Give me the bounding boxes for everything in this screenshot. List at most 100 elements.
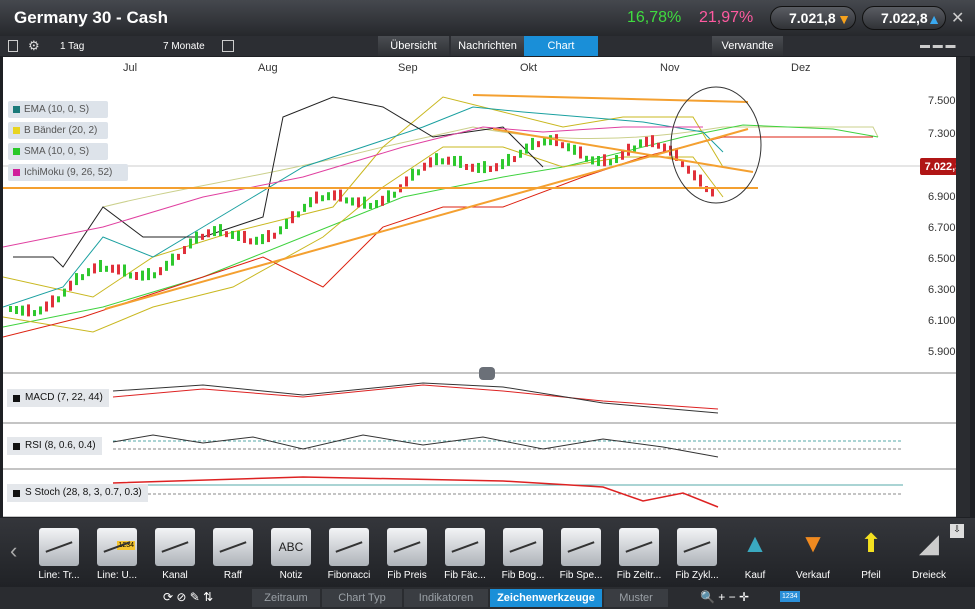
bottom-icons[interactable]: ⟳ ⊘ ✎ ⇅ [163, 590, 214, 604]
tool-icon-line [393, 541, 421, 553]
ask-price: 7.022,8 [881, 10, 928, 26]
tool-icon-line [335, 541, 363, 553]
tool[interactable]: ▲ Kauf [726, 528, 784, 581]
tab[interactable]: Nachrichten [451, 36, 524, 56]
tool[interactable]: ⬆ Pfeil [842, 528, 900, 581]
candle [117, 264, 120, 275]
candle [597, 155, 600, 166]
panel-label: S Stoch (28, 8, 3, 0.7, 0.3) [7, 484, 148, 502]
legend-label: B Bänder (20, 2) [24, 125, 98, 136]
candle [57, 296, 60, 303]
drawing-tools: ‹ Line: Tr... 1234 Line: U... Kanal Raff ABC N… [0, 518, 975, 587]
macd-signal [112, 384, 719, 410]
candle [639, 139, 642, 148]
ask-button[interactable]: 7.022,8 ▲ [862, 6, 946, 30]
price-label: 6.100,0 [928, 315, 965, 327]
candle [429, 157, 432, 168]
candle [537, 141, 540, 148]
tool[interactable]: Raff [204, 528, 262, 581]
legend-item: SMA (10, 0, S) [8, 143, 108, 160]
current-price: 7.022,3 [925, 161, 962, 173]
candle [345, 197, 348, 204]
candle [51, 295, 54, 308]
scrollbar[interactable] [956, 57, 970, 517]
candle [453, 156, 456, 167]
tool[interactable]: Kanal [146, 528, 204, 581]
list-icon[interactable] [8, 40, 18, 52]
settings-icon[interactable]: ⚙ [28, 38, 40, 53]
candle [63, 288, 66, 297]
tool-label: Line: U... [96, 570, 138, 581]
tool[interactable]: Fib Zeitr... [610, 528, 668, 581]
candle [651, 135, 654, 148]
collapse-button[interactable]: ⇩ [950, 524, 964, 538]
tool[interactable]: Fib Zykl... [668, 528, 726, 581]
tool-icon: ◢ [909, 528, 949, 566]
panel-name: S Stoch (28, 8, 3, 0.7, 0.3) [25, 487, 142, 498]
tool[interactable]: Fib Bog... [494, 528, 552, 581]
candle [177, 253, 180, 260]
bottom-tab[interactable]: Indikatoren [404, 589, 488, 607]
calendar-icon[interactable] [222, 40, 234, 52]
candle [621, 149, 624, 160]
candle [375, 200, 378, 209]
tool[interactable]: Line: Tr... [30, 528, 88, 581]
tenkan-line [3, 126, 703, 248]
legend-swatch [13, 169, 20, 176]
tool[interactable]: Fibonacci [320, 528, 378, 581]
candle [111, 264, 114, 273]
tool-label: Raff [223, 570, 243, 581]
tool-icon-arrow: ⬆ [860, 528, 882, 558]
window-controls[interactable]: ▬ ▬ ▬ [920, 40, 956, 51]
resize-handle[interactable] [479, 367, 495, 380]
candle [615, 155, 618, 164]
tab[interactable]: Chart [524, 36, 598, 56]
scroll-left[interactable]: ‹ [10, 538, 18, 563]
interval[interactable]: 1 Tag [60, 41, 85, 52]
tool-icon [213, 528, 253, 566]
legend-swatch [13, 106, 20, 113]
bid-price: 7.021,8 [789, 10, 836, 26]
tool[interactable]: Fib Spe... [552, 528, 610, 581]
tab[interactable]: Übersicht [378, 36, 449, 56]
bottom-tab[interactable]: Chart Typ [322, 589, 402, 607]
candle [663, 143, 666, 152]
bottom-tab[interactable]: Zeitraum [252, 589, 320, 607]
tool[interactable]: ABC Notiz [262, 528, 320, 581]
candle [363, 196, 366, 209]
candle [393, 191, 396, 198]
candle [153, 272, 156, 279]
bid-button[interactable]: 7.021,8 ▼ [770, 6, 856, 30]
tool[interactable]: Fib Fäc... [436, 528, 494, 581]
zoom-controls[interactable]: 🔍 + − ✛ [700, 590, 750, 604]
tool[interactable]: ◢ Dreieck [900, 528, 958, 581]
candle [387, 190, 390, 203]
bottom-tab[interactable]: Muster [604, 589, 668, 607]
candle [339, 189, 342, 202]
tool[interactable]: ▼ Verkauf [784, 528, 842, 581]
range[interactable]: 7 Monate [163, 41, 205, 52]
candle [447, 156, 450, 165]
tool[interactable]: 1234 Line: U... [88, 528, 146, 581]
price-label: 6.500,0 [928, 253, 965, 265]
candle [129, 272, 132, 279]
tool-icon-line [567, 541, 595, 553]
candle [87, 268, 90, 277]
legend-label: SMA (10, 0, S) [24, 146, 90, 157]
tab[interactable]: Verwandte [712, 36, 783, 56]
candle [483, 161, 486, 174]
panel-swatch [13, 490, 20, 497]
number-icon[interactable]: 1234 [780, 591, 800, 602]
bottom-tab[interactable]: Zeichenwerkzeuge [490, 589, 602, 607]
bollinger-lower [3, 146, 724, 333]
tool-label: Fib Spe... [559, 570, 603, 581]
kijun-line [3, 136, 873, 338]
up-arrow: ▲ [927, 11, 941, 27]
candle [123, 264, 126, 277]
candle [93, 263, 96, 274]
tool[interactable]: Fib Preis [378, 528, 436, 581]
legend-swatch [13, 127, 20, 134]
tool-icon [503, 528, 543, 566]
close-button[interactable]: ✕ [951, 10, 965, 27]
